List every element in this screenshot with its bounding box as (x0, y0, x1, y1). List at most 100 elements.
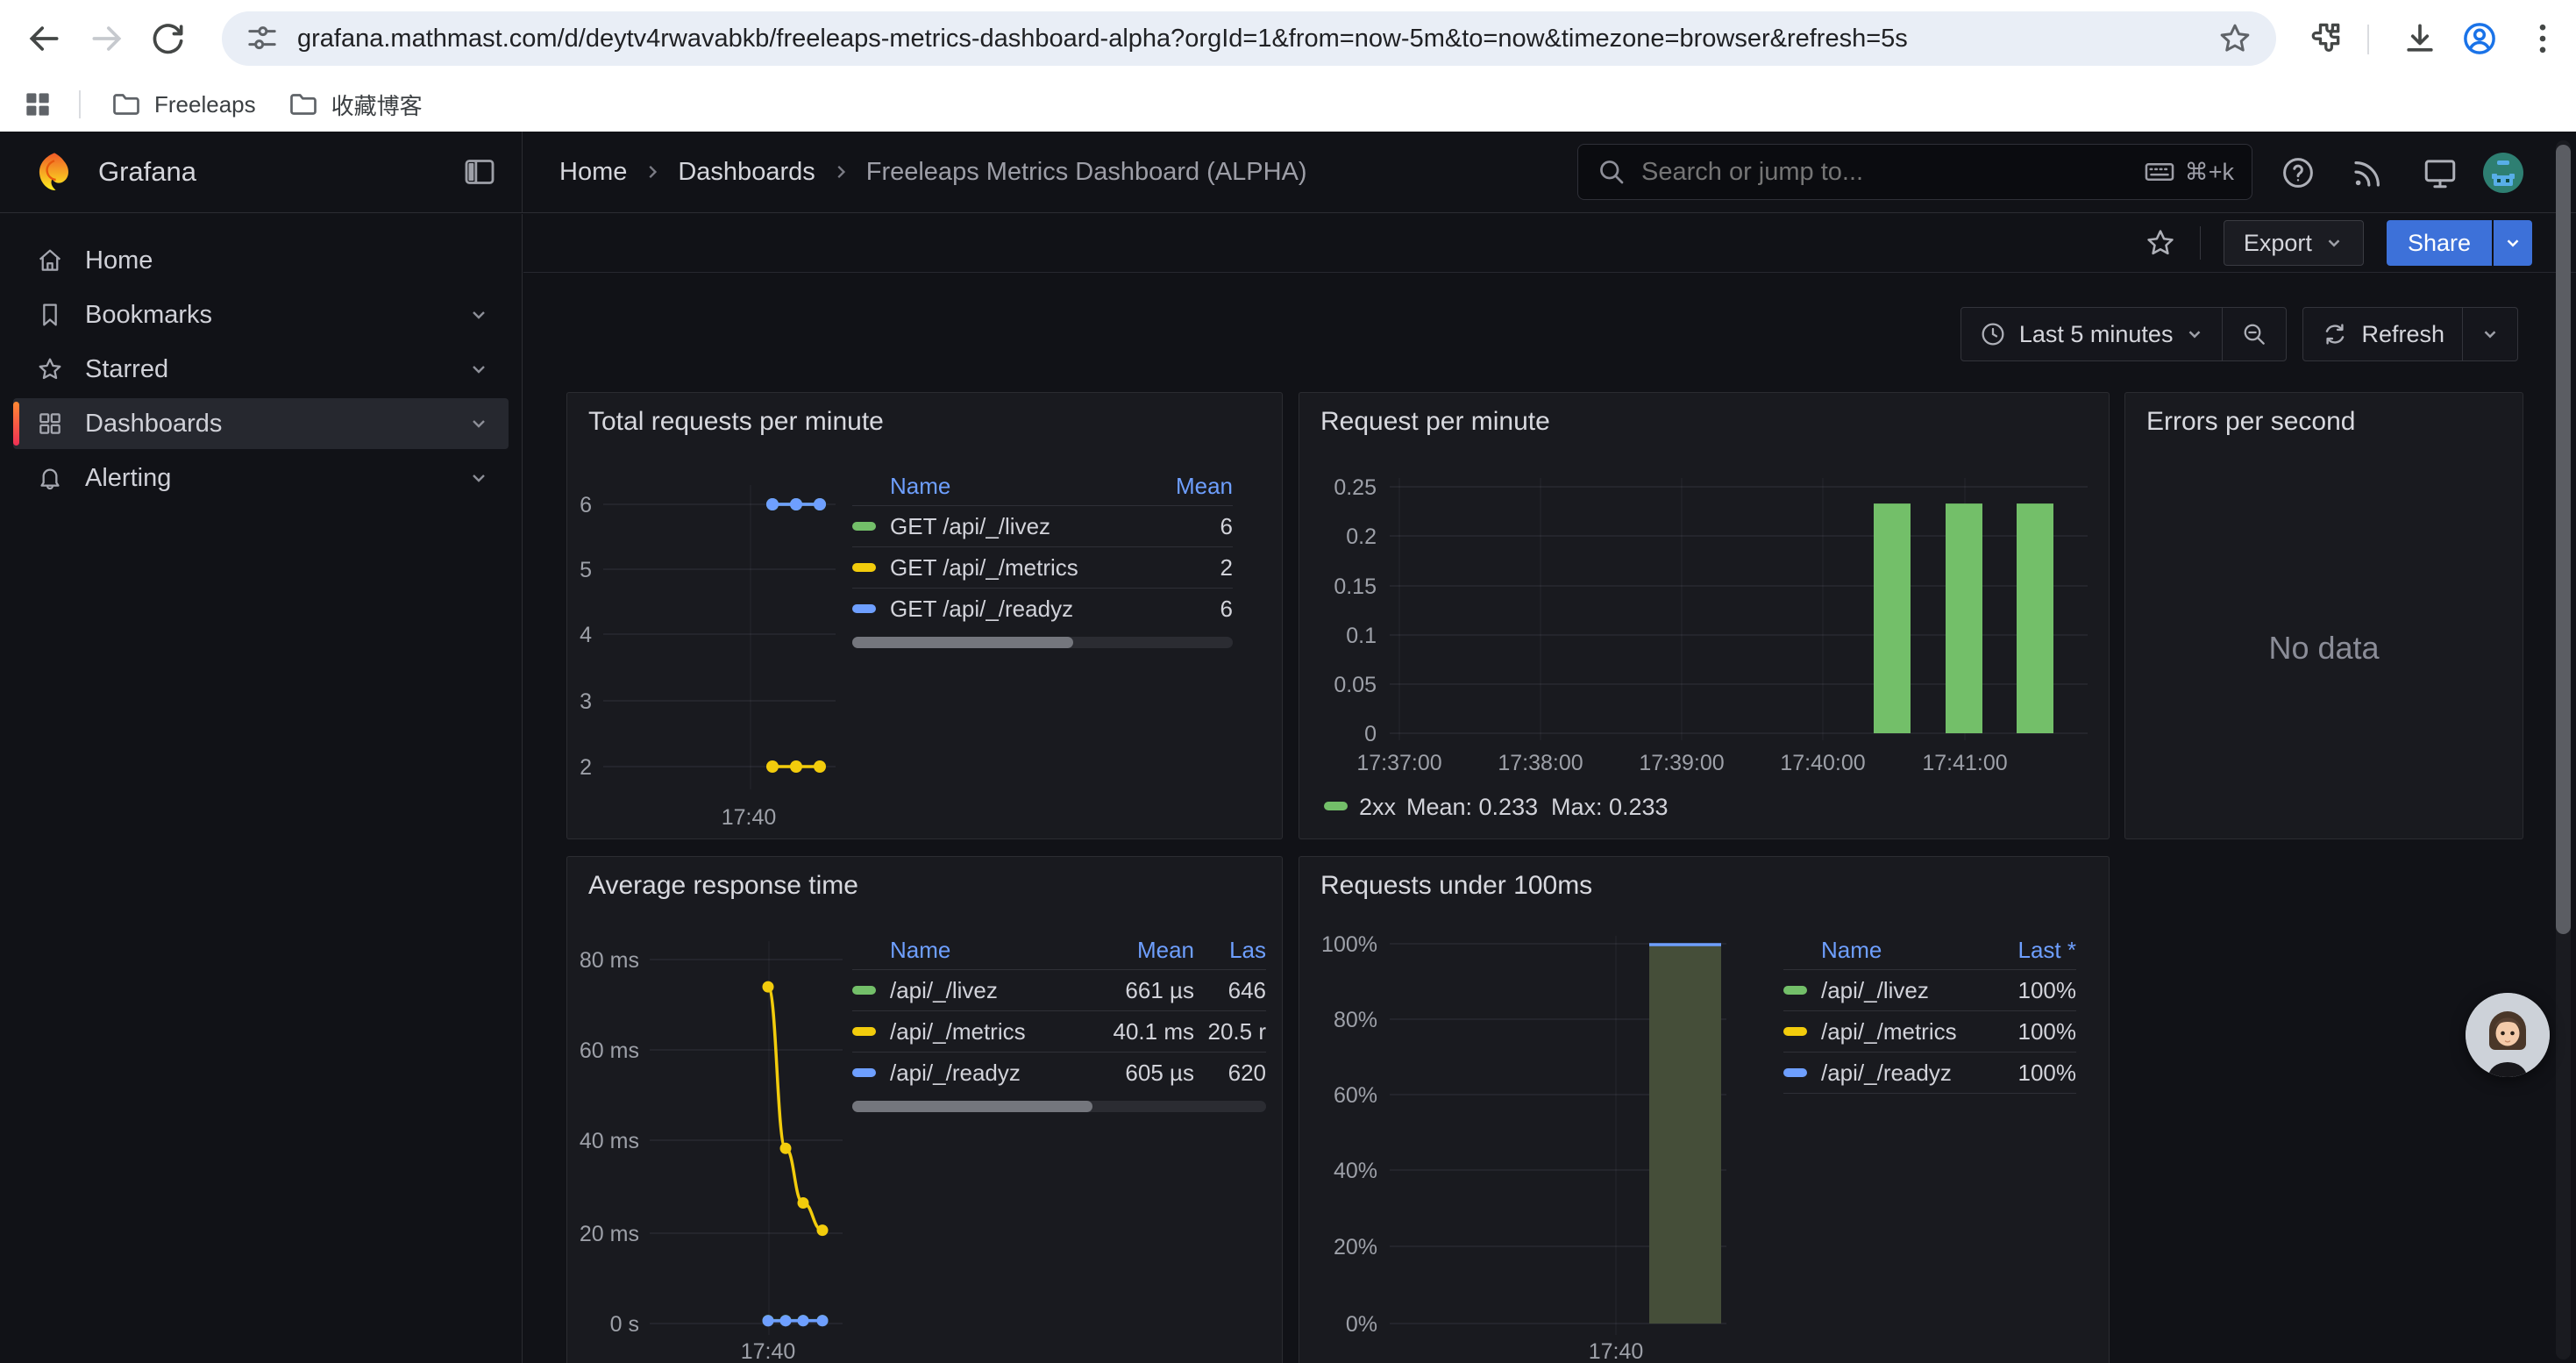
legend-row[interactable]: GET /api/_/livez6 (852, 505, 1233, 546)
legend-column-mean[interactable]: Mean (1099, 937, 1194, 964)
panel-request-per-minute[interactable]: Request per minute 17:37:0017:38:0017:39… (1299, 392, 2110, 839)
scrollbar-thumb[interactable] (852, 1101, 1092, 1112)
panel-title[interactable]: Average response time (588, 871, 858, 901)
page-scrollbar[interactable] (2556, 140, 2571, 1359)
export-button[interactable]: Export (2224, 220, 2364, 266)
divider (79, 90, 81, 118)
scrollbar-thumb[interactable] (2556, 145, 2571, 934)
svg-text:17:39:00: 17:39:00 (1639, 751, 1724, 775)
legend-table: NameMeanLas/api/_/livez661 µs646/api/_/m… (852, 931, 1266, 1112)
news-rss-icon[interactable] (2350, 154, 2387, 191)
svg-text:0.25: 0.25 (1334, 475, 1377, 500)
profile-icon[interactable] (2460, 19, 2499, 58)
legend-column-mean[interactable]: Mean (1145, 473, 1233, 500)
series-name[interactable]: /api/_/readyz (890, 1060, 1099, 1087)
series-name[interactable]: GET /api/_/readyz (890, 596, 1145, 623)
url-bar[interactable]: grafana.mathmast.com/d/deytv4rwavabkb/fr… (222, 11, 2276, 66)
panel-requests-under-100ms[interactable]: Requests under 100ms 100%80%60%40%20%0%1… (1299, 856, 2110, 1363)
forward-icon[interactable] (88, 19, 126, 58)
legend-column-name[interactable]: Name (852, 473, 1145, 500)
folder-icon (288, 89, 319, 120)
assistant-avatar[interactable] (2466, 993, 2550, 1077)
legend-column-last[interactable]: Last * (1997, 937, 2076, 964)
legend-column-name[interactable]: Name (852, 937, 1099, 964)
sidebar-item-dashboards[interactable]: Dashboards (13, 398, 509, 449)
share-menu-button[interactable] (2494, 220, 2532, 266)
panel-title[interactable]: Total requests per minute (588, 407, 884, 437)
collapse-sidebar-icon[interactable] (462, 154, 497, 189)
zoom-out-icon (2240, 320, 2268, 348)
legend-scrollbar[interactable] (852, 637, 1233, 648)
legend-row[interactable]: GET /api/_/readyz6 (852, 588, 1233, 629)
grafana-logo-icon[interactable] (33, 151, 75, 193)
sidebar-item-starred[interactable]: Starred (13, 344, 509, 395)
legend-row[interactable]: /api/_/readyz100% (1783, 1052, 2076, 1093)
series-name[interactable]: /api/_/livez (1821, 977, 1997, 1004)
panel-title[interactable]: Request per minute (1320, 407, 1550, 437)
time-range-picker[interactable]: Last 5 minutes (1961, 308, 2223, 360)
refresh-interval-button[interactable] (2463, 308, 2517, 360)
series-name[interactable]: /api/_/metrics (1821, 1018, 1997, 1045)
panel-average-response-time[interactable]: Average response time 80 ms60 ms40 ms20 … (566, 856, 1283, 1363)
svg-text:0.1: 0.1 (1346, 624, 1377, 648)
legend-row[interactable]: /api/_/livez661 µs646 (852, 969, 1266, 1010)
reload-icon[interactable] (149, 19, 188, 58)
legend-row[interactable]: /api/_/metrics40.1 ms20.5 r (852, 1010, 1266, 1052)
panel-title[interactable]: Requests under 100ms (1320, 871, 1592, 901)
legend-row[interactable]: /api/_/readyz605 µs620 (852, 1052, 1266, 1093)
share-split-button: Share (2387, 220, 2532, 266)
legend-column-las[interactable]: Las (1194, 937, 1266, 964)
svg-text:2: 2 (580, 755, 592, 780)
kiosk-monitor-icon[interactable] (2422, 154, 2459, 191)
user-avatar[interactable] (2483, 153, 2523, 193)
legend-column-name[interactable]: Name (1783, 937, 1997, 964)
svg-text:60%: 60% (1334, 1083, 1377, 1108)
series-name[interactable]: GET /api/_/metrics (890, 554, 1145, 582)
sidebar-item-alerting[interactable]: Alerting (13, 453, 509, 503)
legend-row[interactable]: /api/_/livez100% (1783, 969, 2076, 1010)
panel-total-requests-per-minute[interactable]: Total requests per minute 6543217:40 Nam… (566, 392, 1283, 839)
back-icon[interactable] (25, 19, 63, 58)
sidebar-item-bookmarks[interactable]: Bookmarks (13, 289, 509, 340)
search-icon (1596, 156, 1627, 188)
series-name[interactable]: /api/_/metrics (890, 1018, 1099, 1045)
refresh-button[interactable]: Refresh (2303, 308, 2462, 360)
menu-dots-icon[interactable] (2523, 19, 2562, 58)
series-name[interactable]: /api/_/livez (890, 977, 1099, 1004)
legend-scrollbar[interactable] (852, 1101, 1266, 1112)
legend-header: NameMeanLas (852, 931, 1266, 969)
series-color-pill-icon (852, 1068, 876, 1077)
brand-label: Grafana (98, 156, 462, 188)
breadcrumb-home[interactable]: Home (559, 158, 627, 187)
panel-title[interactable]: Errors per second (2146, 407, 2355, 437)
site-info-icon[interactable] (245, 21, 280, 56)
scrollbar-thumb[interactable] (852, 637, 1073, 648)
download-icon[interactable] (2401, 19, 2439, 58)
apps-grid-icon[interactable] (21, 88, 54, 121)
help-icon[interactable] (2280, 154, 2316, 191)
bookmark-folder-blogs[interactable]: 收藏博客 (288, 89, 423, 121)
search-box[interactable]: ⌘+k (1577, 144, 2252, 200)
sidebar-item-label: Home (85, 246, 509, 275)
svg-text:60 ms: 60 ms (580, 1038, 639, 1063)
breadcrumb-dashboards[interactable]: Dashboards (678, 158, 815, 187)
svg-text:2xx: 2xx (1359, 794, 1397, 820)
bar-chart[interactable]: 17:37:0017:38:0017:39:0017:40:0017:41:00… (1299, 393, 2110, 840)
dashboard-toolbar: Export Share (523, 214, 2576, 273)
legend-row[interactable]: /api/_/metrics100% (1783, 1010, 2076, 1052)
series-name[interactable]: /api/_/readyz (1821, 1060, 1997, 1087)
svg-text:4: 4 (580, 623, 592, 647)
url-text[interactable]: grafana.mathmast.com/d/deytv4rwavabkb/fr… (297, 25, 2217, 54)
bookmark-star-icon[interactable] (2217, 20, 2253, 57)
extensions-icon[interactable] (2306, 19, 2345, 58)
sidebar-item-home[interactable]: Home (13, 235, 509, 286)
panel-errors-per-second[interactable]: Errors per second No data (2124, 392, 2523, 839)
share-button[interactable]: Share (2387, 220, 2492, 266)
search-input[interactable] (1641, 158, 2143, 187)
zoom-out-time-button[interactable] (2223, 308, 2286, 360)
legend-row[interactable]: GET /api/_/metrics2 (852, 546, 1233, 588)
bookmark-folder-freeleaps[interactable]: Freeleaps (110, 89, 256, 120)
star-dashboard-icon[interactable] (2144, 226, 2177, 260)
time-picker-group: Last 5 minutes (1960, 307, 2288, 361)
series-name[interactable]: GET /api/_/livez (890, 513, 1145, 540)
